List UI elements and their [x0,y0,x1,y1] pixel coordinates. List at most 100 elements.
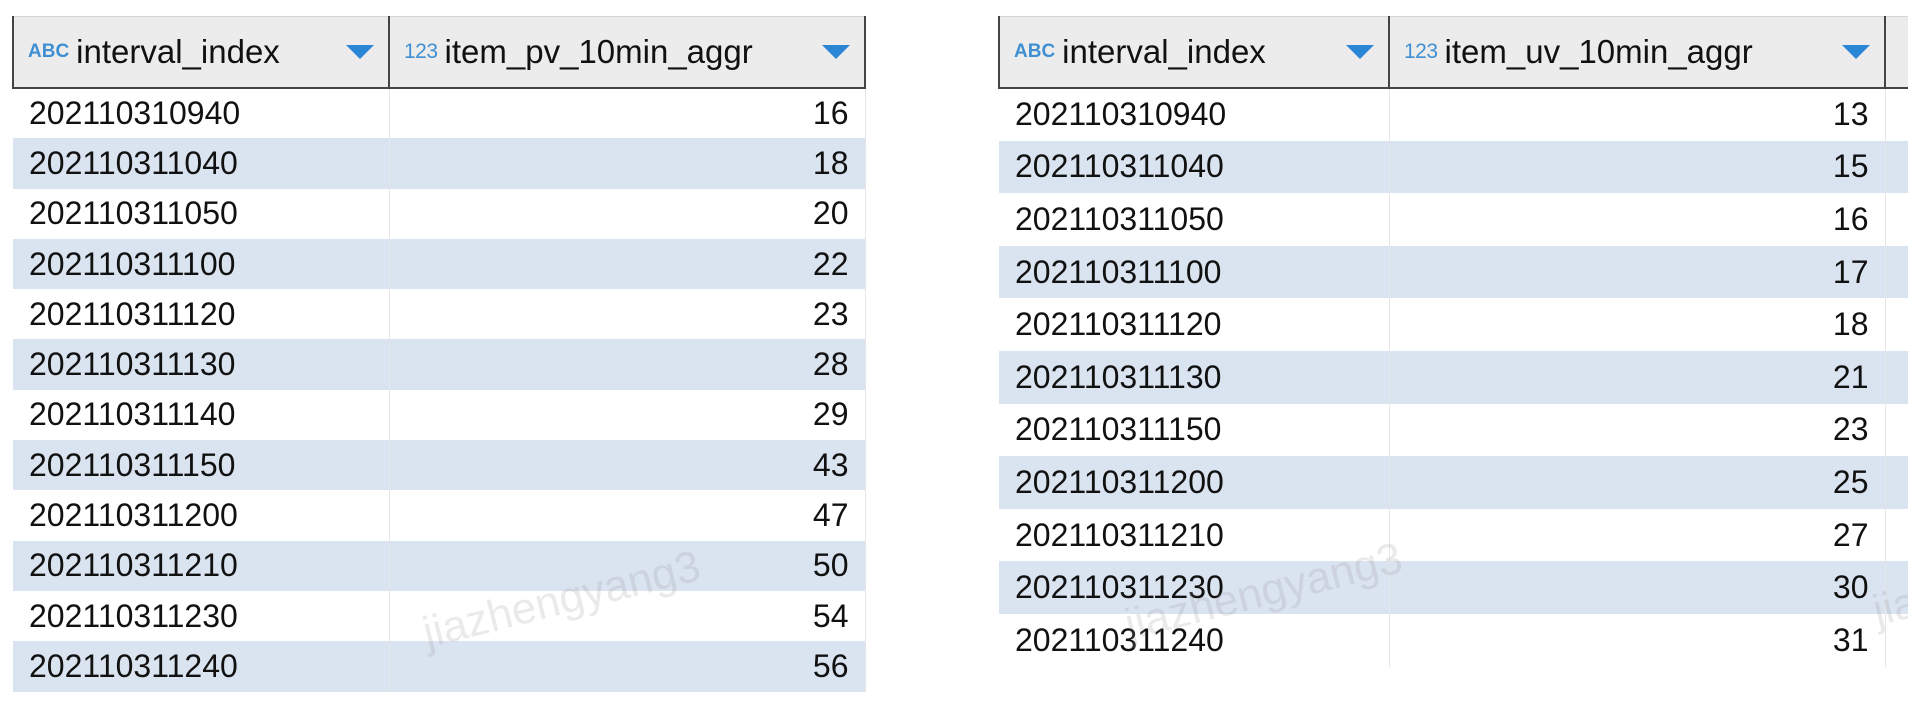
cell-interval-index[interactable]: 202110311050 [999,193,1390,246]
cell-aggregate-value[interactable]: 25 [1389,456,1886,509]
header-row: ABC interval_index 123 item_pv_10min_agg… [12,16,866,89]
table-row[interactable]: 202110310940 13 [999,88,1908,141]
cell-aggregate-value[interactable]: 56 [389,641,866,692]
cell-next-column[interactable] [1885,298,1908,351]
table-row[interactable]: 202110311150 23 [999,403,1908,457]
cell-aggregate-value[interactable]: 17 [1389,245,1886,299]
cell-interval-index[interactable]: 202110311240 [999,613,1390,667]
table-row[interactable]: 202110311120 23 [13,289,866,340]
cell-next-column[interactable] [1885,140,1908,194]
table-row[interactable]: 202110311210 50 [13,540,866,591]
sort-dropdown-icon[interactable] [1842,45,1870,59]
column-name: item_uv_10min_aggr [1444,33,1753,70]
table-row[interactable]: 202110311040 15 [999,140,1908,194]
sort-dropdown-icon[interactable] [822,45,850,59]
cell-interval-index[interactable]: 202110311040 [999,140,1390,194]
cell-next-column[interactable] [1885,561,1908,614]
column-header-item-pv-10min-aggr[interactable]: 123 item_pv_10min_aggr [389,16,866,89]
table-row[interactable]: 202110311050 16 [999,193,1908,246]
sort-dropdown-icon[interactable] [1346,45,1374,59]
cell-aggregate-value[interactable]: 18 [1389,298,1886,351]
cell-aggregate-value[interactable]: 54 [389,590,866,642]
cell-aggregate-value[interactable]: 20 [389,188,866,239]
table-row[interactable]: 202110311130 28 [13,339,866,390]
cell-interval-index[interactable]: 202110311240 [13,641,390,692]
column-name: item_pv_10min_aggr [444,33,753,70]
cell-interval-index[interactable]: 202110311150 [999,403,1390,457]
cell-aggregate-value[interactable]: 31 [1389,613,1886,667]
cell-aggregate-value[interactable]: 13 [1389,88,1886,141]
table-row[interactable]: 202110311130 21 [999,350,1908,404]
cell-aggregate-value[interactable]: 50 [389,540,866,591]
cell-aggregate-value[interactable]: 15 [1389,140,1886,194]
cell-interval-index[interactable]: 202110311210 [13,540,390,591]
cell-interval-index[interactable]: 202110310940 [999,88,1390,141]
table-row[interactable]: 202110311120 18 [999,298,1908,351]
cell-aggregate-value[interactable]: 16 [389,88,866,139]
result-grid-left: ABC interval_index 123 item_pv_10min_agg… [12,16,866,692]
grid-body: 202110310940 16 202110311040 18 202110311050… [13,88,866,692]
table-row[interactable]: 202110311140 29 [13,389,866,441]
cell-aggregate-value[interactable]: 22 [389,238,866,290]
result-grid-right: ABC interval_index 123 item_uv_10min_agg… [998,16,1908,667]
number-type-icon: 123 [404,40,438,63]
cell-next-column[interactable] [1885,350,1908,404]
cell-interval-index[interactable]: 202110311200 [999,456,1390,509]
column-header-item-uv-10min-aggr[interactable]: 123 item_uv_10min_aggr [1389,16,1886,89]
cell-next-column[interactable] [1885,403,1908,457]
cell-interval-index[interactable]: 202110311040 [13,138,390,189]
table-row[interactable]: 202110311040 18 [13,138,866,189]
cell-aggregate-value[interactable]: 23 [1389,403,1886,457]
cell-aggregate-value[interactable]: 29 [389,389,866,441]
cell-interval-index[interactable]: 202110311210 [999,508,1390,562]
cell-aggregate-value[interactable]: 43 [389,440,866,491]
table-row[interactable]: 202110311200 25 [999,456,1908,509]
cell-aggregate-value[interactable]: 30 [1389,561,1886,614]
abc-type-icon: ABC [28,41,70,62]
cell-aggregate-value[interactable]: 28 [389,339,866,390]
table-row[interactable]: 202110311050 20 [13,188,866,239]
header-row: ABC interval_index 123 item_uv_10min_agg… [998,16,1908,89]
table-row[interactable]: 202110311240 56 [13,641,866,692]
cell-aggregate-value[interactable]: 23 [389,289,866,340]
cell-next-column[interactable] [1885,613,1908,667]
cell-interval-index[interactable]: 202110311230 [999,561,1390,614]
cell-aggregate-value[interactable]: 21 [1389,350,1886,404]
cell-interval-index[interactable]: 202110311120 [13,289,390,340]
cell-next-column[interactable] [1885,508,1908,562]
sort-dropdown-icon[interactable] [346,45,374,59]
cell-aggregate-value[interactable]: 16 [1389,193,1886,246]
grid-body: 202110310940 13 202110311040 15 202110311050… [999,88,1908,667]
cell-next-column[interactable] [1885,245,1908,299]
table-row[interactable]: 202110311200 47 [13,490,866,541]
cell-next-column[interactable] [1885,88,1908,141]
cell-interval-index[interactable]: 202110311130 [999,350,1390,404]
cell-aggregate-value[interactable]: 18 [389,138,866,189]
cell-next-column[interactable] [1885,456,1908,509]
table-row[interactable]: 202110310940 16 [13,88,866,139]
column-header-interval-index[interactable]: ABC interval_index [998,16,1390,89]
table-row[interactable]: 202110311210 27 [999,508,1908,562]
table-row[interactable]: 202110311240 31 [999,613,1908,667]
table-row[interactable]: 202110311230 54 [13,590,866,642]
cell-next-column[interactable] [1885,193,1908,246]
table-row[interactable]: 202110311100 22 [13,238,866,290]
cell-interval-index[interactable]: 202110311050 [13,188,390,239]
abc-type-icon: ABC [1014,41,1056,62]
cell-interval-index[interactable]: 202110311230 [13,590,390,642]
table-row[interactable]: 202110311100 17 [999,245,1908,299]
cell-interval-index[interactable]: 202110311100 [13,238,390,290]
cell-interval-index[interactable]: 202110311200 [13,490,390,541]
table-row[interactable]: 202110311230 30 [999,561,1908,614]
table-row[interactable]: 202110311150 43 [13,440,866,491]
cell-aggregate-value[interactable]: 27 [1389,508,1886,562]
cell-interval-index[interactable]: 202110311150 [13,440,390,491]
cell-interval-index[interactable]: 202110311100 [999,245,1390,299]
cell-aggregate-value[interactable]: 47 [389,490,866,541]
next-column-header[interactable] [1885,16,1908,89]
column-header-interval-index[interactable]: ABC interval_index [12,16,390,89]
cell-interval-index[interactable]: 202110311130 [13,339,390,390]
cell-interval-index[interactable]: 202110311140 [13,389,390,441]
cell-interval-index[interactable]: 202110311120 [999,298,1390,351]
cell-interval-index[interactable]: 202110310940 [13,88,390,139]
